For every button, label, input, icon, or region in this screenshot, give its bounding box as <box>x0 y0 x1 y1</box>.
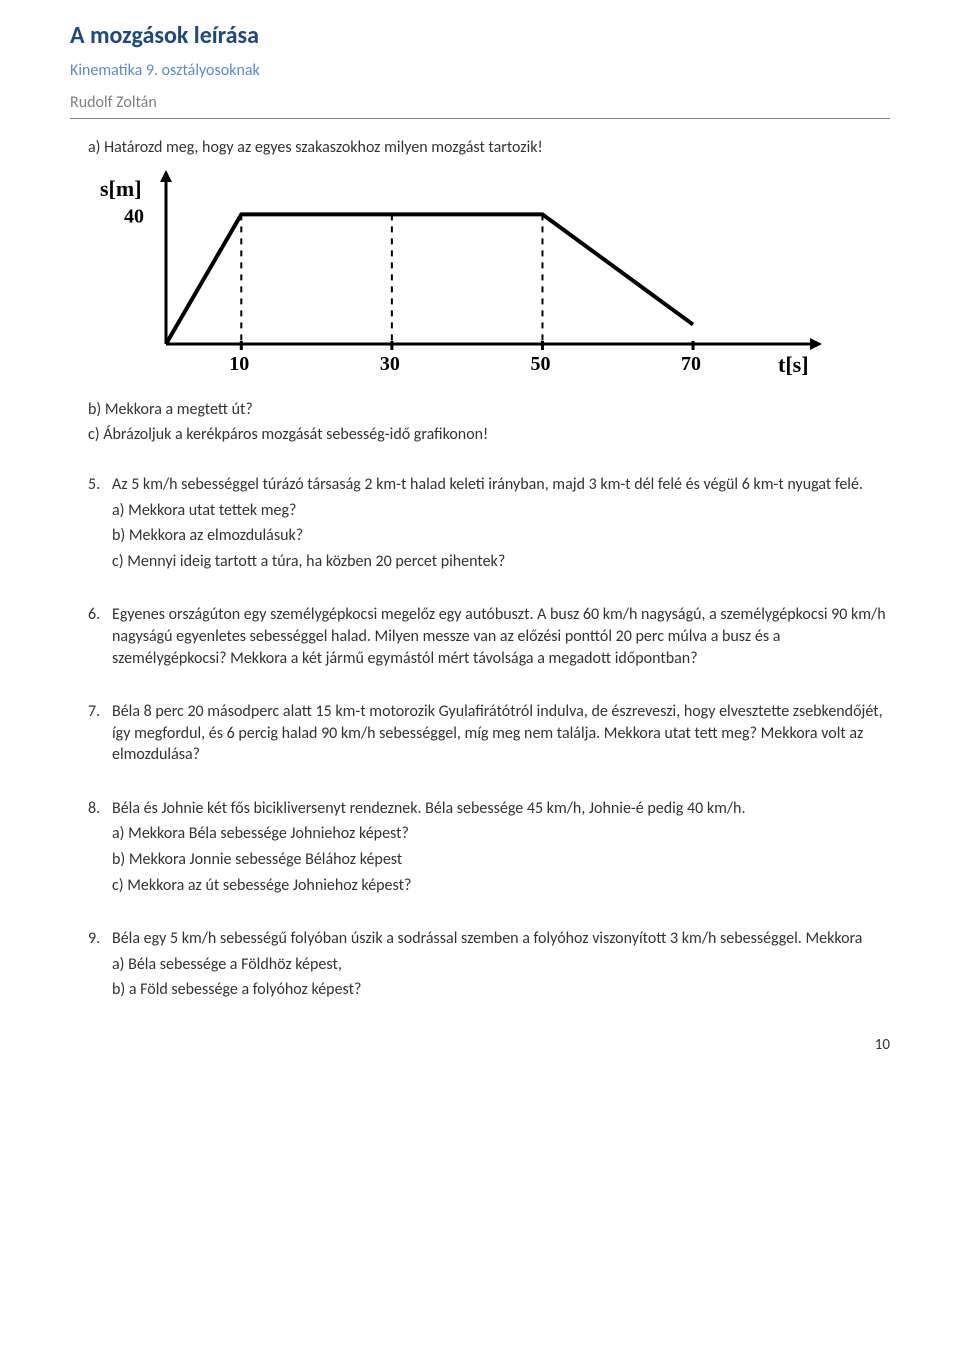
svg-text:10: 10 <box>229 353 249 375</box>
problem-number: 5. <box>88 474 112 576</box>
intro-b: b) Mekkora a megtett út? <box>88 399 890 421</box>
svg-text:30: 30 <box>380 353 400 375</box>
page-subtitle: Kinematika 9. osztályosoknak <box>70 60 890 82</box>
svg-text:70: 70 <box>681 353 701 375</box>
chart-svg: s[m] 40 t[s] 10 30 50 70 <box>86 164 846 384</box>
problem-5-c: c) Mennyi ideig tartott a túra, ha közbe… <box>112 551 890 573</box>
problem-number: 9. <box>88 928 112 1005</box>
problem-9: 9. Béla egy 5 km/h sebességű folyóban ús… <box>88 928 890 1005</box>
content-area: a) Határozd meg, hogy az egyes szakaszok… <box>70 137 890 1005</box>
header-divider <box>70 118 890 119</box>
problem-text: Béla 8 perc 20 másodperc alatt 15 km-t m… <box>112 701 890 766</box>
problem-7: 7. Béla 8 perc 20 másodperc alatt 15 km-… <box>88 701 890 770</box>
problem-number: 8. <box>88 798 112 900</box>
problem-8-b: b) Mekkora Jonnie sebessége Bélához képe… <box>112 849 890 871</box>
problem-5: 5. Az 5 km/h sebességgel túrázó társaság… <box>88 474 890 576</box>
intro-c: c) Ábrázoljuk a kerékpáros mozgását sebe… <box>88 424 890 446</box>
problem-8-a: a) Mekkora Béla sebessége Johniehoz képe… <box>112 823 890 845</box>
problem-9-b: b) a Föld sebessége a folyóhoz képest? <box>112 979 890 1001</box>
problem-5-a: a) Mekkora utat tettek meg? <box>112 500 890 522</box>
problem-text: Egyenes országúton egy személygépkocsi m… <box>112 604 890 669</box>
problem-number: 7. <box>88 701 112 770</box>
distance-time-chart: s[m] 40 t[s] 10 30 50 70 <box>86 164 846 391</box>
page-title: A mozgások leírása <box>70 20 890 52</box>
problem-9-a: a) Béla sebessége a Földhöz képest, <box>112 954 890 976</box>
svg-text:t[s]: t[s] <box>778 352 809 377</box>
problem-8-c: c) Mekkora az út sebessége Johniehoz kép… <box>112 875 890 897</box>
svg-text:50: 50 <box>530 353 550 375</box>
problem-text: Béla egy 5 km/h sebességű folyóban úszik… <box>112 928 890 950</box>
intro-a: a) Határozd meg, hogy az egyes szakaszok… <box>88 137 890 159</box>
problem-5-b: b) Mekkora az elmozdulásuk? <box>112 525 890 547</box>
question-intro: a) Határozd meg, hogy az egyes szakaszok… <box>88 137 890 446</box>
problem-number: 6. <box>88 604 112 673</box>
problem-text: Az 5 km/h sebességgel túrázó társaság 2 … <box>112 474 890 496</box>
problem-text: Béla és Johnie két fős bicikliversenyt r… <box>112 798 890 820</box>
page-author: Rudolf Zoltán <box>70 92 890 114</box>
svg-text:s[m]: s[m] <box>100 176 142 201</box>
problem-6: 6. Egyenes országúton egy személygépkocs… <box>88 604 890 673</box>
page-number: 10 <box>70 1035 890 1055</box>
svg-text:40: 40 <box>124 206 144 228</box>
problem-8: 8. Béla és Johnie két fős bicikliverseny… <box>88 798 890 900</box>
